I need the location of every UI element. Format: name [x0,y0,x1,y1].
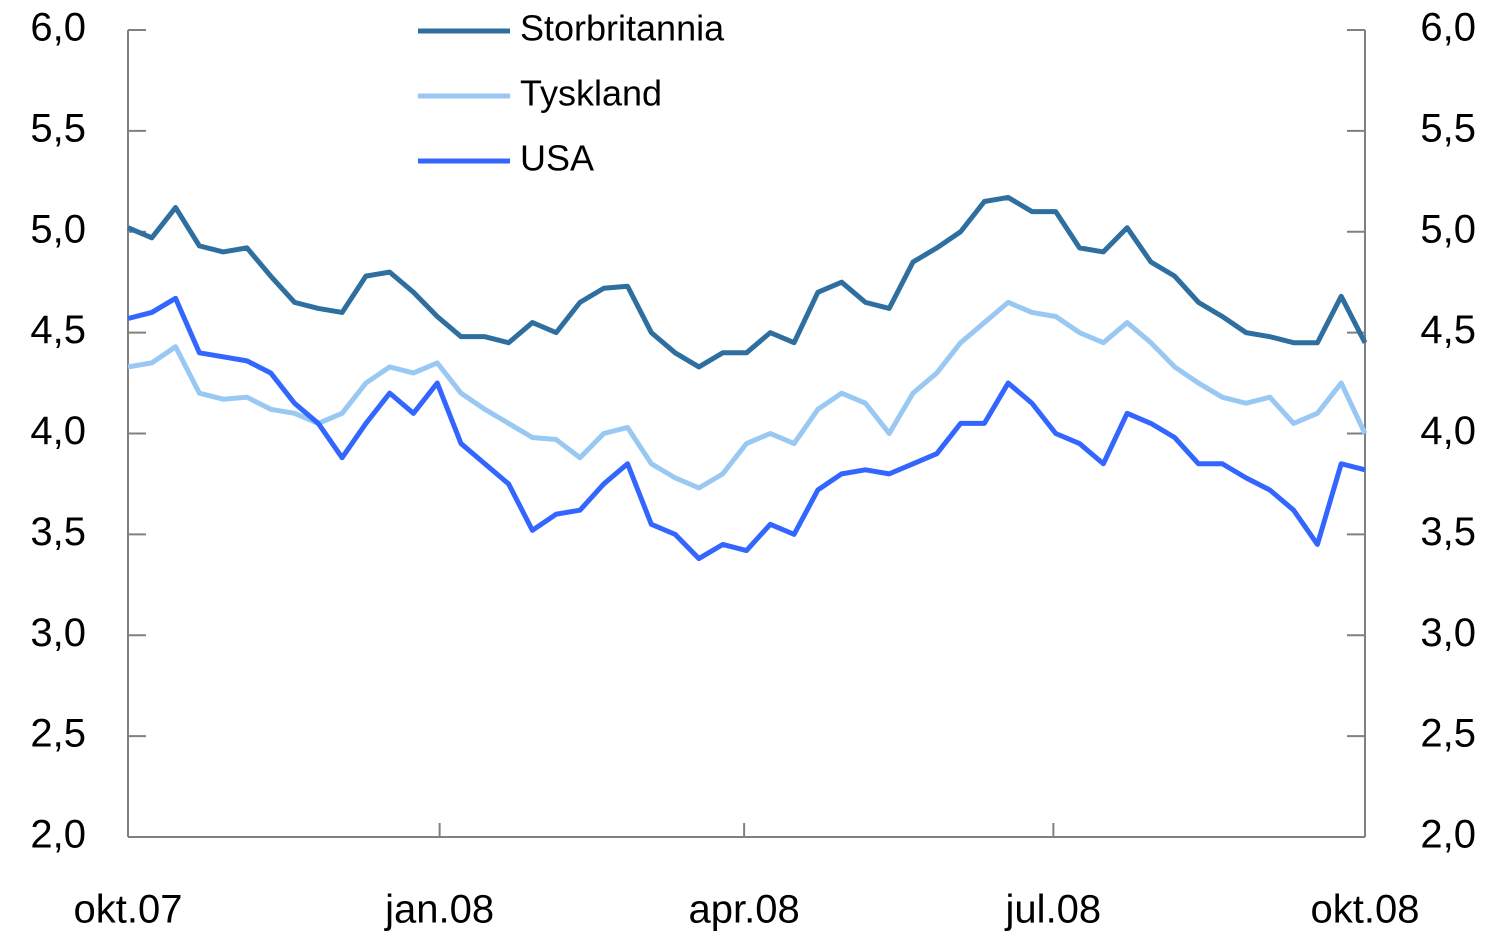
y2-tick-label: 3,5 [1420,510,1476,554]
line-series [127,295,1366,562]
y-tick-label: 3,0 [30,611,86,655]
x-tick-label: jul.08 [1005,888,1102,932]
y-tick-label: 2,0 [30,813,86,857]
line-series [127,299,1368,491]
y-tick-label: 4,5 [30,308,86,352]
legend-label: USA [520,138,594,179]
x-tick-label: okt.07 [74,888,183,932]
line-series [127,194,1368,370]
y-tick-label: 6,0 [30,6,86,50]
y2-tick-label: 5,0 [1420,207,1476,251]
x-tick-label: jan.08 [384,888,494,932]
y-tick-label: 3,5 [30,510,86,554]
y2-tick-label: 3,0 [1420,611,1476,655]
x-tick-label: apr.08 [689,888,800,932]
y-tick-label: 4,0 [30,409,86,453]
legend-label: Tyskland [520,73,662,114]
y-tick-label: 2,5 [30,712,86,756]
y2-tick-label: 5,5 [1420,106,1476,150]
y2-tick-label: 6,0 [1420,6,1476,50]
y-tick-label: 5,5 [30,106,86,150]
legend-label: Storbritannia [520,8,725,49]
x-tick-label: okt.08 [1311,888,1420,932]
y2-tick-label: 4,0 [1420,409,1476,453]
y2-tick-label: 4,5 [1420,308,1476,352]
y2-tick-label: 2,5 [1420,712,1476,756]
y2-tick-label: 2,0 [1420,813,1476,857]
y-tick-label: 5,0 [30,207,86,251]
